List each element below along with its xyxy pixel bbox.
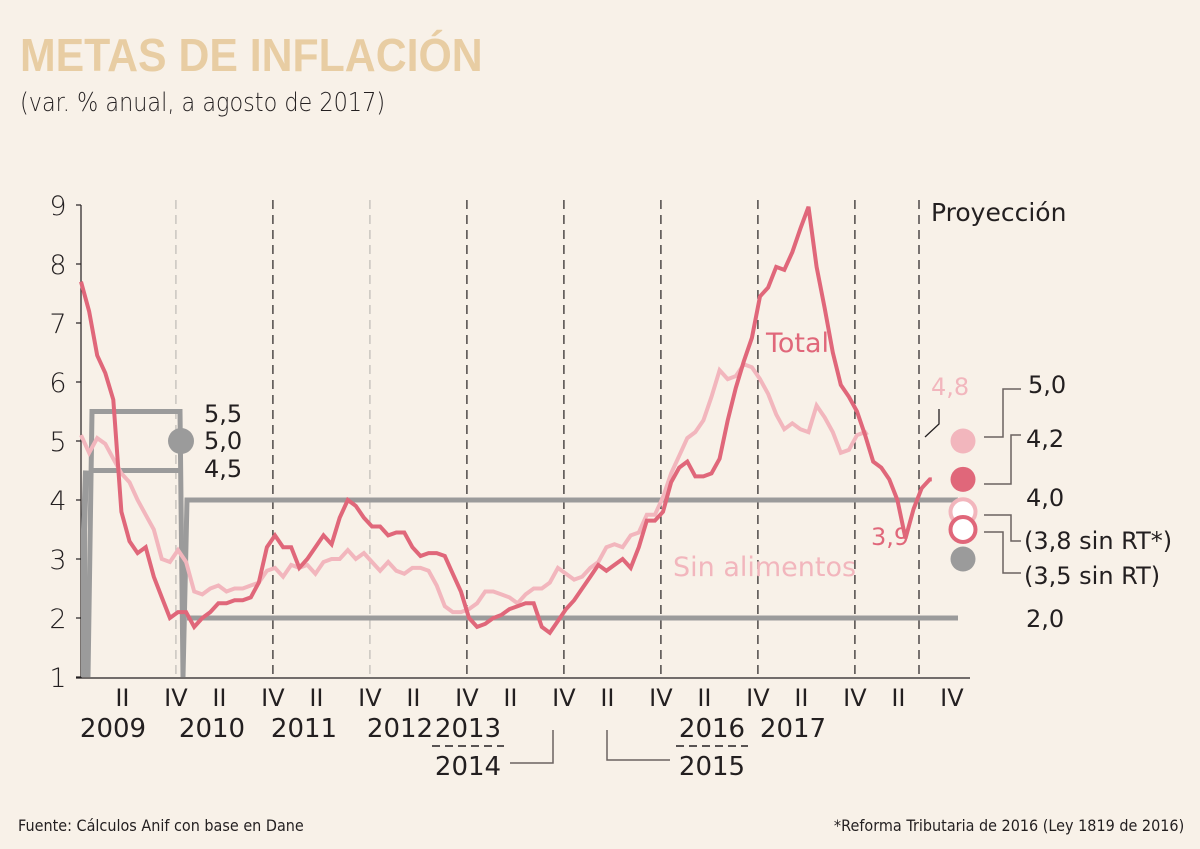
projection-label: Proyección bbox=[931, 198, 1066, 227]
series-label-sin-alimentos: Sin alimentos bbox=[673, 552, 856, 583]
year-label: 2016 bbox=[679, 714, 745, 744]
y-tick-label: 3 bbox=[49, 545, 66, 576]
band-upper-label: 4,0 bbox=[1026, 484, 1064, 512]
projection-label-sin-rt-star: (3,8 sin RT*) bbox=[1024, 527, 1172, 555]
quarter-tick-label: IV bbox=[261, 684, 285, 712]
projection-marker bbox=[950, 546, 976, 572]
target-band-edge bbox=[81, 470, 89, 677]
quarter-tick-label: IV bbox=[843, 684, 867, 712]
y-tick-label: 2 bbox=[49, 604, 66, 635]
year-connector-2015 bbox=[606, 730, 670, 761]
quarter-tick-label: IV bbox=[940, 684, 964, 712]
quarter-tick-label: II bbox=[503, 684, 517, 712]
target-band-2009-upper bbox=[85, 409, 186, 678]
year-label: 2012 bbox=[367, 714, 433, 744]
connector-3-8 bbox=[984, 514, 1021, 542]
year-label: 2010 bbox=[179, 714, 245, 744]
target-band-upper bbox=[180, 497, 958, 678]
total-low-label: 3,9 bbox=[871, 523, 909, 551]
series-label-total: Total bbox=[765, 328, 829, 359]
y-tick-label: 4 bbox=[49, 486, 66, 517]
quarter-tick-label: II bbox=[115, 684, 129, 712]
quarter-tick-label: II bbox=[600, 684, 614, 712]
mark-pointer bbox=[924, 409, 940, 438]
projection-label-total: 4,2 bbox=[1026, 425, 1064, 453]
target-2009-lower-label: 4,5 bbox=[204, 455, 242, 483]
sin-alimentos-mark-label: 4,8 bbox=[931, 373, 969, 401]
source-note: Fuente: Cálculos Anif con base en Dane bbox=[18, 816, 304, 835]
quarter-tick-label: IV bbox=[649, 684, 673, 712]
quarter-tick-label: II bbox=[794, 684, 808, 712]
quarter-tick-label: II bbox=[891, 684, 905, 712]
connector-5-0 bbox=[984, 388, 1021, 438]
chart-title: METAS DE INFLACIÓN bbox=[20, 29, 483, 81]
projection-marker bbox=[948, 515, 978, 544]
footnote: *Reforma Tributaria de 2016 (Ley 1819 de… bbox=[833, 816, 1184, 835]
target-2009-upper-label: 5,5 bbox=[204, 400, 242, 428]
quarter-tick-label: II bbox=[406, 684, 420, 712]
y-tick-label: 5 bbox=[49, 427, 66, 458]
quarter-tick-label: IV bbox=[455, 684, 479, 712]
y-tick-label: 6 bbox=[49, 368, 66, 399]
y-tick-label: 9 bbox=[49, 191, 66, 222]
quarter-tick-label: IV bbox=[552, 684, 576, 712]
quarter-tick-label: IV bbox=[164, 684, 188, 712]
y-tick-label: 7 bbox=[49, 309, 66, 340]
quarter-tick-label: II bbox=[697, 684, 711, 712]
year-connector-2014 bbox=[510, 730, 554, 764]
projection-label-sin-alimentos: 5,0 bbox=[1028, 371, 1066, 399]
y-tick-label: 1 bbox=[49, 663, 66, 694]
year-label: 2011 bbox=[271, 714, 337, 744]
band-lower-label: 2,0 bbox=[1026, 605, 1064, 633]
year-label: 2009 bbox=[80, 714, 146, 744]
y-tick-label: 8 bbox=[49, 250, 66, 281]
projection-marker bbox=[950, 466, 976, 492]
chart-subtitle: (var. % anual, a agosto de 2017) bbox=[20, 88, 386, 118]
year-label: 2013 bbox=[435, 714, 501, 744]
target-point-2009 bbox=[168, 428, 194, 454]
connector-3-5 bbox=[984, 531, 1021, 574]
quarter-tick-label: II bbox=[309, 684, 323, 712]
series-line-total bbox=[79, 206, 932, 636]
target-2009-point-label: 5,0 bbox=[204, 427, 242, 455]
year-label: 2017 bbox=[760, 714, 826, 744]
year-label-stacked: 2014 bbox=[435, 752, 501, 782]
quarter-tick-label: II bbox=[212, 684, 226, 712]
projection-label-sin-rt: (3,5 sin RT) bbox=[1024, 562, 1160, 590]
connector-4-2 bbox=[984, 434, 1021, 485]
year-label-stacked: 2015 bbox=[679, 752, 745, 782]
projection-marker bbox=[950, 428, 976, 454]
quarter-tick-label: IV bbox=[358, 684, 382, 712]
quarter-tick-label: IV bbox=[746, 684, 770, 712]
